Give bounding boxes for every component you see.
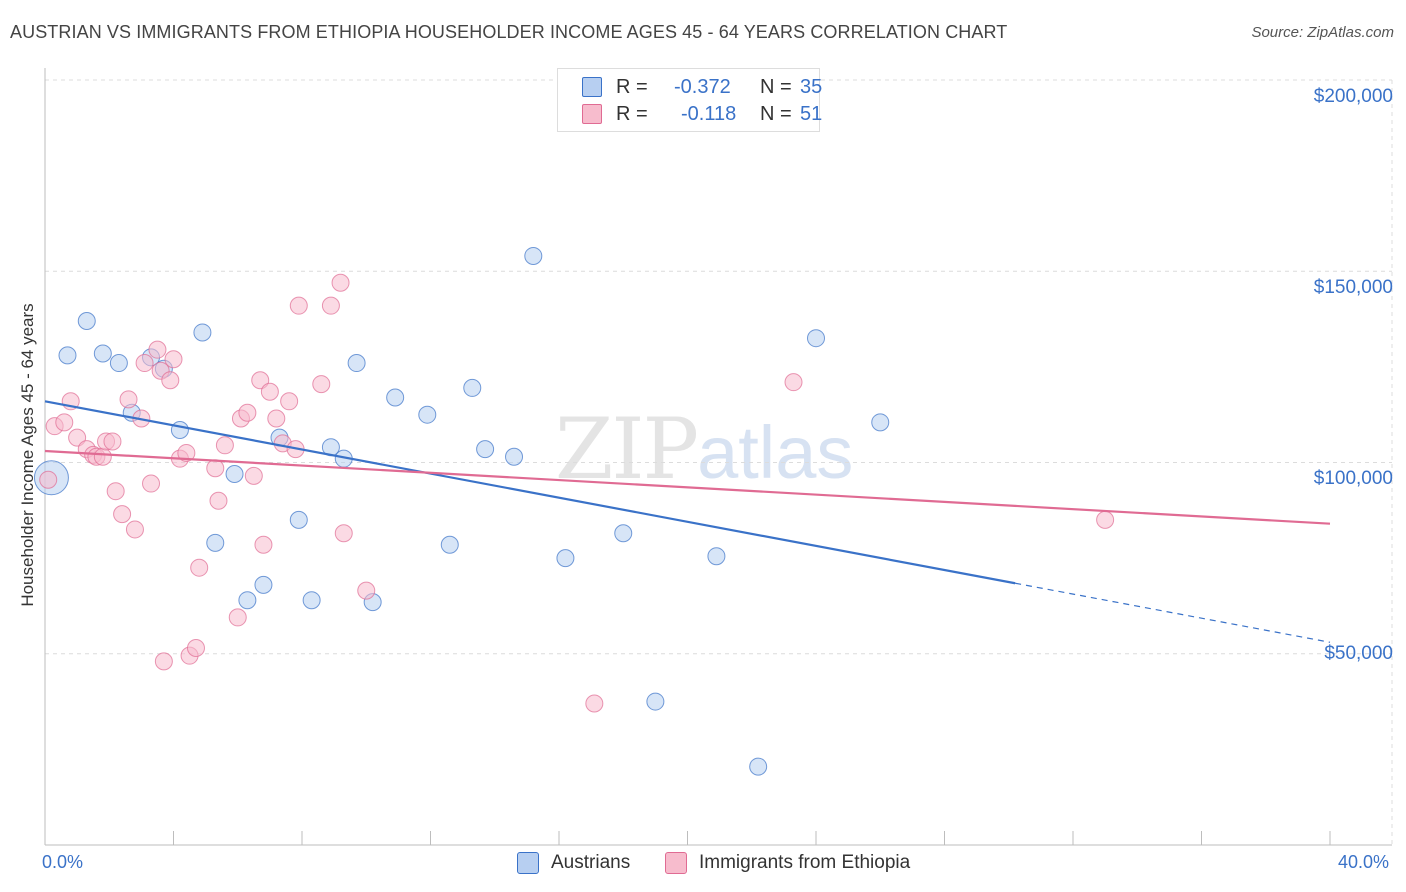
ethiopia-point <box>254 535 273 554</box>
ethiopia-point <box>784 373 803 392</box>
r-value: -0.372 <box>674 75 731 98</box>
austrian-point <box>871 413 890 432</box>
austrians-trend-extension <box>1015 582 1331 643</box>
n-value: 35 <box>800 75 823 98</box>
ethiopia-point <box>1096 510 1115 529</box>
austrian-point <box>505 447 524 466</box>
austrian-point <box>418 405 437 424</box>
ethiopia-point <box>161 371 180 390</box>
austrian-point <box>476 440 495 459</box>
ethiopia-point <box>251 371 270 390</box>
austrian-point <box>225 464 244 483</box>
austrian-point <box>254 575 273 594</box>
legend-ethiopia-swatch <box>665 852 687 874</box>
y-tick-label: $150,000 <box>1313 277 1393 298</box>
austrian-point <box>170 420 189 439</box>
ethiopia-point <box>177 443 196 462</box>
austrian-point <box>206 533 225 552</box>
ethiopia-point <box>190 558 209 577</box>
legend-austrians[interactable]: Austrians <box>517 852 630 874</box>
axes <box>44 68 1392 846</box>
austrian-point <box>238 591 257 610</box>
austrian-point <box>58 346 77 365</box>
ethiopia-point <box>260 382 279 401</box>
ethiopia-point <box>312 375 331 394</box>
legend-austrians-label: Austrians <box>551 852 631 873</box>
ethiopia-trend-line <box>44 449 1331 525</box>
ethiopia-point <box>280 392 299 411</box>
stats-box: R = -0.372 N = 35 R = -0.118 N = 51 <box>557 68 823 132</box>
ethiopia-point <box>334 524 353 543</box>
austrian-point <box>614 524 633 543</box>
ethiopia-point <box>135 354 154 373</box>
ethiopia-point <box>244 466 263 485</box>
austrian-point <box>646 692 665 711</box>
austrian-point <box>289 510 308 529</box>
ethiopia-point <box>164 350 183 369</box>
austrian-point <box>807 329 825 348</box>
n-label: N = <box>760 102 792 125</box>
watermark-atlas: atlas <box>697 411 854 494</box>
austrian-point <box>524 246 543 265</box>
ethiopia-point <box>228 608 247 627</box>
legend-ethiopia[interactable]: Immigrants from Ethiopia <box>665 852 910 874</box>
x-tick-label-min: 0.0% <box>42 852 84 872</box>
n-label: N = <box>760 75 792 98</box>
ethiopia-point <box>93 447 112 466</box>
austrian-point <box>347 354 366 373</box>
ethiopia-point <box>585 694 604 713</box>
austrian-point <box>707 547 726 566</box>
ethiopia-point <box>39 470 58 489</box>
ethiopia-point <box>119 390 138 409</box>
austrian-point <box>749 757 768 776</box>
austrians-points <box>33 246 890 776</box>
ethiopia-point <box>209 491 228 510</box>
ethiopia-point <box>68 428 87 447</box>
y-tick-label: $200,000 <box>1313 86 1393 107</box>
austrian-point <box>440 535 459 554</box>
ethiopia-point <box>186 639 205 658</box>
legend-austrians-swatch <box>517 852 539 874</box>
ethiopia-point <box>206 459 225 478</box>
source-label: Source: ZipAtlas.com <box>1251 24 1394 41</box>
ethiopia-swatch <box>582 104 602 124</box>
austrian-point <box>77 311 96 330</box>
ethiopia-point <box>113 505 132 524</box>
trend-lines <box>44 400 1331 643</box>
r-value: -0.118 <box>681 102 737 125</box>
ethiopia-point <box>357 581 376 600</box>
austrian-point <box>193 323 212 342</box>
austrian-point <box>302 591 321 610</box>
ethiopia-point <box>238 403 257 422</box>
ethiopia-point <box>103 432 122 451</box>
ethiopia-point <box>106 482 125 501</box>
austrian-point <box>109 354 128 373</box>
chart-title: AUSTRIAN VS IMMIGRANTS FROM ETHIOPIA HOU… <box>10 22 1008 42</box>
r-label: R = <box>616 102 648 125</box>
ethiopia-point <box>142 474 161 493</box>
ethiopia-point <box>331 273 350 292</box>
austrian-point <box>93 344 112 363</box>
ethiopia-point <box>55 413 74 432</box>
austrians-trend-line <box>44 400 1016 585</box>
austrians-swatch <box>582 77 602 97</box>
ethiopia-point <box>154 652 173 671</box>
ethiopia-point <box>215 436 234 455</box>
y-tick-label: $100,000 <box>1313 468 1393 489</box>
y-tick-label: $50,000 <box>1324 643 1393 664</box>
ethiopia-point <box>267 409 286 428</box>
ethiopia-point <box>148 340 167 359</box>
ethiopia-point <box>321 296 340 315</box>
ethiopia-point <box>289 296 308 315</box>
legend-ethiopia-label: Immigrants from Ethiopia <box>699 852 911 873</box>
ethiopia-point <box>125 520 144 539</box>
austrian-point <box>463 378 482 397</box>
austrian-point <box>556 549 575 568</box>
austrian-point <box>386 388 405 407</box>
x-tick-label-max: 40.0% <box>1338 852 1390 872</box>
n-value: 51 <box>800 102 823 125</box>
y-axis-label: Householder Income Ages 45 - 64 years <box>18 303 37 607</box>
r-label: R = <box>616 75 648 98</box>
